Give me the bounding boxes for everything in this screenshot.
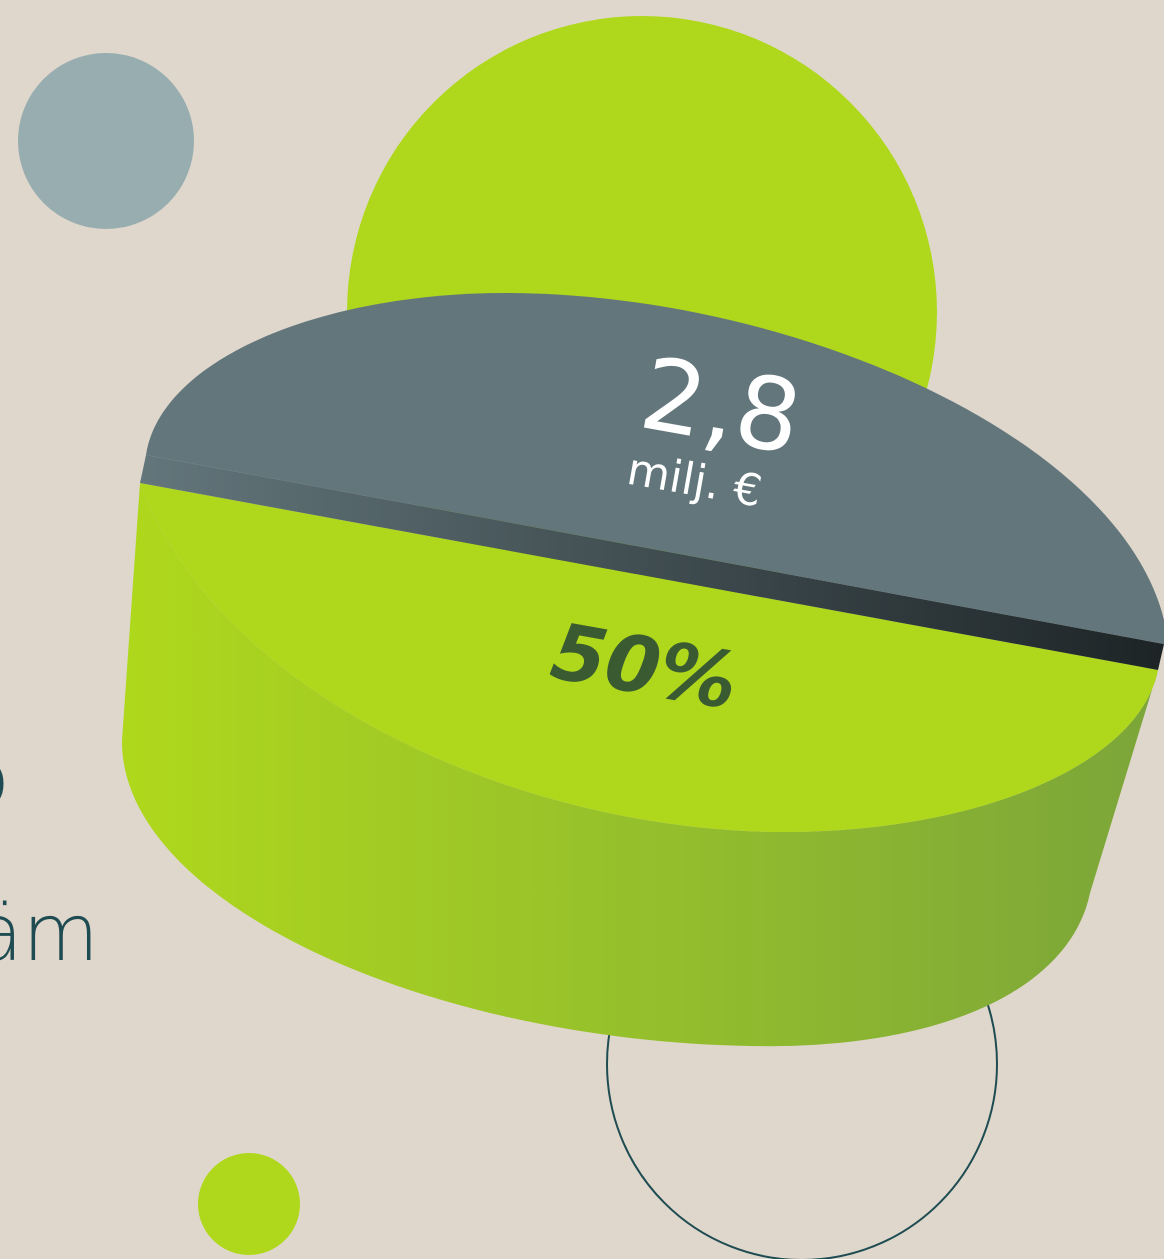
amount-value-label: 2,8: [633, 335, 810, 478]
pie-slice-green: [140, 483, 1158, 833]
pie-slice-slate: [146, 292, 1164, 644]
decorative-circle-blue-gray: [18, 53, 194, 229]
cropped-text-line-1: o: [0, 740, 10, 818]
decorative-circle-small-green: [198, 1153, 300, 1255]
cropped-text-line-2: äm: [0, 889, 99, 979]
pie-side-wall: [121, 483, 1158, 1047]
pie-cut-face: [140, 455, 1164, 670]
